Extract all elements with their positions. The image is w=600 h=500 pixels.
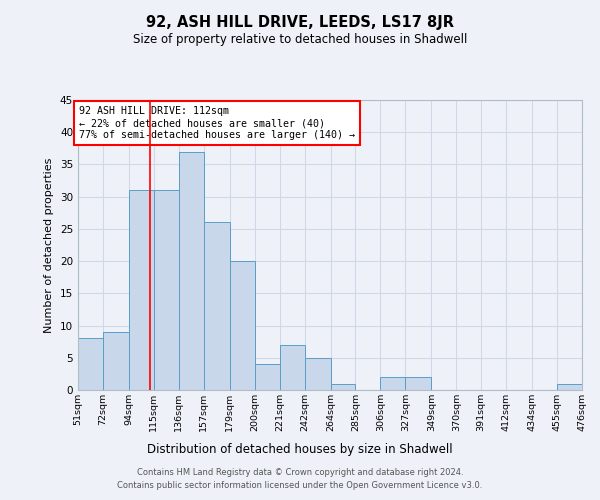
Bar [280, 345, 305, 390]
Bar [331, 384, 355, 390]
Y-axis label: Number of detached properties: Number of detached properties [44, 158, 55, 332]
Text: Size of property relative to detached houses in Shadwell: Size of property relative to detached ho… [133, 32, 467, 46]
Bar [154, 190, 179, 390]
Bar [78, 338, 103, 390]
Text: 92 ASH HILL DRIVE: 112sqm
← 22% of detached houses are smaller (40)
77% of semi-: 92 ASH HILL DRIVE: 112sqm ← 22% of detac… [79, 106, 355, 140]
Text: Distribution of detached houses by size in Shadwell: Distribution of detached houses by size … [147, 442, 453, 456]
Bar [129, 190, 154, 390]
Bar [557, 384, 582, 390]
Text: 92, ASH HILL DRIVE, LEEDS, LS17 8JR: 92, ASH HILL DRIVE, LEEDS, LS17 8JR [146, 15, 454, 30]
Bar [230, 261, 254, 390]
Bar [204, 222, 230, 390]
Bar [305, 358, 331, 390]
Bar [254, 364, 280, 390]
Bar [380, 377, 406, 390]
Text: Contains HM Land Registry data © Crown copyright and database right 2024.
Contai: Contains HM Land Registry data © Crown c… [118, 468, 482, 490]
Bar [103, 332, 129, 390]
Bar [406, 377, 431, 390]
Bar [179, 152, 204, 390]
